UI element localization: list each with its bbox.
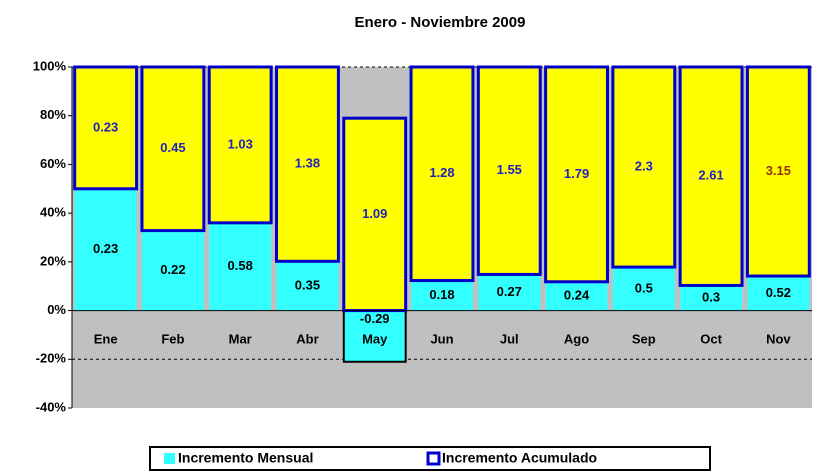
value-label: 0.58 bbox=[228, 258, 253, 273]
bar bbox=[409, 65, 475, 283]
y-tick-label: 60% bbox=[40, 156, 66, 171]
value-label: 0.24 bbox=[564, 288, 590, 303]
value-label: 1.38 bbox=[295, 156, 320, 171]
bar bbox=[745, 65, 811, 278]
x-tick-label: Mar bbox=[229, 331, 252, 346]
bar bbox=[275, 65, 340, 263]
bar bbox=[476, 65, 542, 276]
bar bbox=[478, 274, 541, 311]
value-label: 0.22 bbox=[160, 262, 185, 277]
bar bbox=[678, 65, 744, 287]
bar bbox=[207, 65, 273, 225]
legend-label: Incremento Acumulado bbox=[442, 450, 597, 466]
value-label: -0.29 bbox=[360, 311, 390, 326]
bar bbox=[276, 261, 339, 311]
y-tick-label: -20% bbox=[36, 351, 67, 366]
value-label: 1.79 bbox=[564, 166, 589, 181]
bar bbox=[74, 188, 137, 311]
x-tick-label: Nov bbox=[766, 331, 791, 346]
bar bbox=[611, 65, 677, 269]
bar bbox=[544, 65, 609, 284]
value-label: 1.09 bbox=[362, 206, 387, 221]
y-tick-label: 20% bbox=[40, 253, 66, 268]
bar bbox=[680, 285, 743, 311]
value-label: 0.23 bbox=[93, 241, 118, 256]
legend-swatch bbox=[164, 453, 175, 464]
bar bbox=[342, 116, 408, 313]
value-label: 0.5 bbox=[635, 280, 653, 295]
bar bbox=[73, 65, 139, 191]
x-tick-label: Abr bbox=[296, 331, 318, 346]
bar bbox=[545, 281, 608, 311]
y-tick-label: 40% bbox=[40, 205, 66, 220]
value-label: 1.28 bbox=[429, 165, 454, 180]
x-tick-label: Feb bbox=[161, 331, 184, 346]
x-tick-label: Ene bbox=[94, 331, 118, 346]
value-label: 0.52 bbox=[766, 285, 791, 300]
value-label: 0.18 bbox=[429, 287, 454, 302]
bar bbox=[612, 267, 675, 311]
y-tick-label: 100% bbox=[33, 58, 67, 73]
x-tick-label: Ago bbox=[564, 331, 589, 346]
x-tick-label: Jun bbox=[430, 331, 453, 346]
x-tick-label: Sep bbox=[632, 331, 656, 346]
value-label: 1.03 bbox=[228, 136, 253, 151]
x-tick-label: Oct bbox=[700, 331, 722, 346]
bar bbox=[209, 222, 272, 311]
legend-label: Incremento Mensual bbox=[178, 450, 313, 466]
y-tick-label: 80% bbox=[40, 107, 66, 122]
bar bbox=[411, 280, 473, 311]
x-tick-label: Jul bbox=[500, 331, 519, 346]
value-label: 0.23 bbox=[93, 119, 118, 134]
value-label: 2.61 bbox=[698, 168, 723, 183]
y-tick-label: 0% bbox=[47, 302, 66, 317]
bar bbox=[342, 309, 407, 363]
value-label: 2.3 bbox=[635, 158, 653, 173]
value-label: 0.35 bbox=[295, 277, 320, 292]
value-label: 0.45 bbox=[160, 140, 185, 155]
value-label: 1.55 bbox=[497, 162, 522, 177]
value-label: 0.3 bbox=[702, 289, 720, 304]
bar bbox=[141, 230, 204, 311]
chart-title: Enero - Noviembre 2009 bbox=[355, 14, 526, 31]
bar bbox=[140, 65, 206, 233]
value-label: 0.27 bbox=[497, 284, 522, 299]
bar bbox=[747, 276, 810, 311]
value-label: 3.15 bbox=[766, 163, 791, 178]
x-tick-label: May bbox=[362, 331, 388, 346]
y-tick-label: -40% bbox=[36, 399, 67, 414]
legend-swatch bbox=[426, 451, 441, 466]
